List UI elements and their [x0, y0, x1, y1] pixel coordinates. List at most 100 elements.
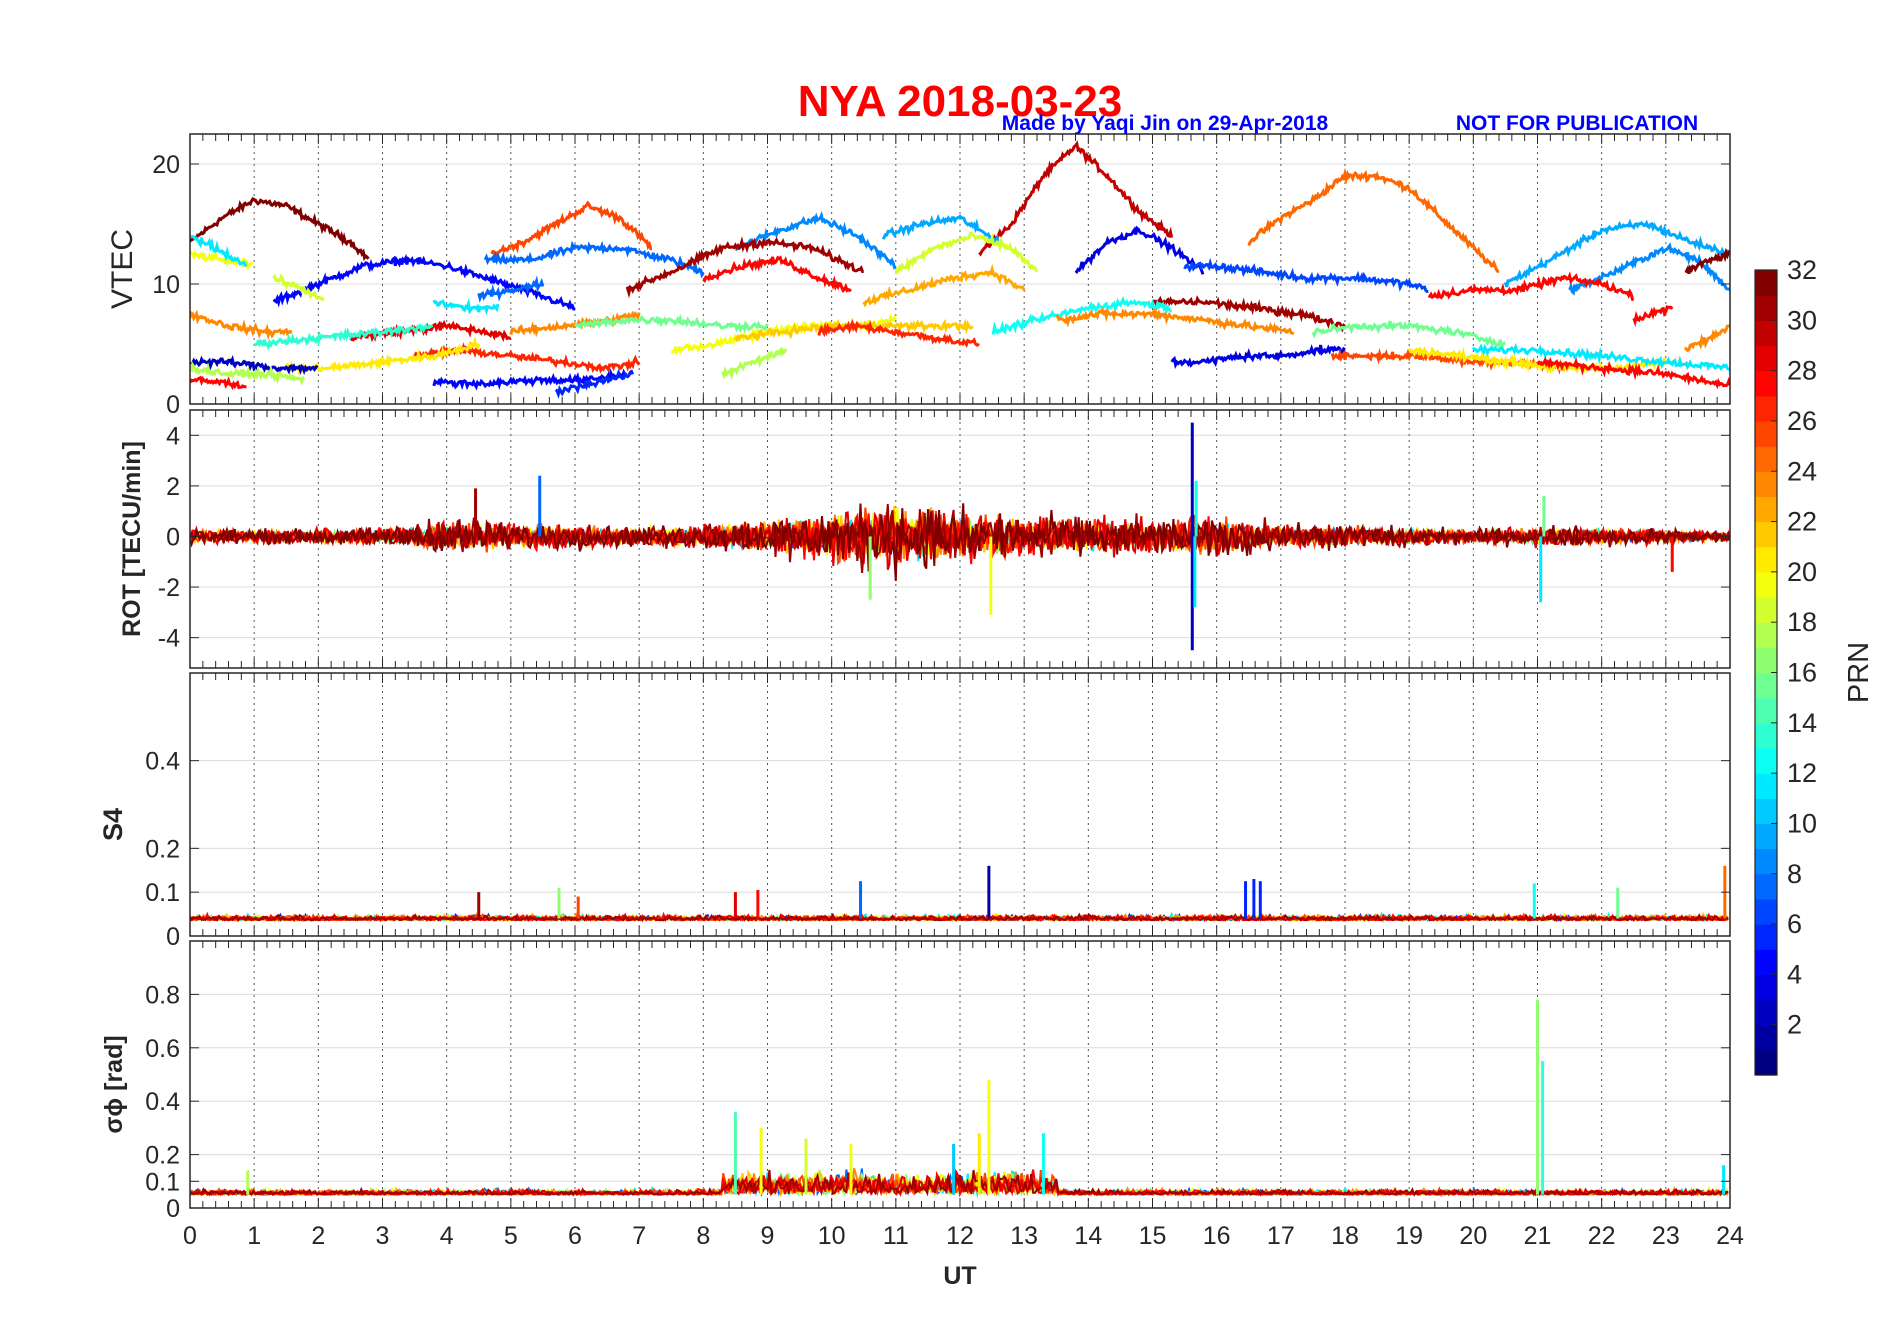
- vtec-line-prn-5: [272, 253, 576, 311]
- colorbar-segment: [1755, 446, 1777, 472]
- vtec-line-prn-20: [190, 250, 254, 270]
- colorbar-segment: [1755, 848, 1777, 875]
- y-axis-label: S4: [98, 808, 128, 841]
- colorbar-segment: [1755, 898, 1777, 925]
- y-tick-label: -4: [158, 625, 180, 653]
- vtec-line-prn-30: [978, 140, 1174, 257]
- colorbar-segment: [1755, 597, 1777, 623]
- vtec-line-prn-28: [702, 255, 852, 294]
- y-tick-label: 0.2: [145, 835, 180, 863]
- vtec-line-prn-3: [190, 354, 319, 375]
- y-tick-label: 2: [166, 473, 180, 501]
- y-tick-label: -2: [158, 574, 180, 602]
- vtec-line-prn-8: [477, 275, 545, 303]
- data-layer: [190, 865, 1729, 923]
- x-tick-label: 23: [1652, 1222, 1680, 1250]
- vtec-line-prn-13: [991, 296, 1172, 335]
- x-tick-label: 4: [440, 1222, 454, 1250]
- vtec-line-prn-9: [1568, 242, 1730, 296]
- notice-text: NOT FOR PUBLICATION: [1456, 112, 1698, 135]
- colorbar-segment: [1755, 295, 1777, 321]
- colorbar-tick-label: 6: [1787, 909, 1802, 939]
- y-tick-label: 0: [166, 923, 180, 951]
- y-axis-label: σϕ [rad]: [100, 1035, 128, 1133]
- vtec-line-prn-7: [1183, 257, 1429, 294]
- data-layer: [190, 999, 1729, 1198]
- x-tick-label: 19: [1395, 1222, 1423, 1250]
- vtec-line-prn-12: [1472, 342, 1730, 372]
- colorbar-segment: [1755, 647, 1777, 674]
- x-tick-label: 17: [1267, 1222, 1295, 1250]
- x-tick-label: 21: [1524, 1222, 1552, 1250]
- colorbar-tick-label: 4: [1787, 959, 1802, 989]
- colorbar-segment: [1755, 873, 1777, 900]
- vtec-line-prn-31: [1151, 295, 1346, 333]
- colorbar-tick-label: 10: [1787, 808, 1817, 838]
- vtec-line-prn-28: [1427, 271, 1634, 302]
- y-tick-label: 0.8: [145, 981, 180, 1009]
- colorbar-segment: [1755, 571, 1777, 598]
- vtec-line-prn-18: [721, 347, 787, 381]
- colorbar-tick-label: 20: [1787, 557, 1817, 587]
- colorbar-tick-label: 28: [1787, 356, 1817, 386]
- colorbar-label: PRN: [1843, 642, 1875, 703]
- y-tick-label: 20: [152, 151, 180, 179]
- colorbar-segment: [1755, 1024, 1777, 1051]
- colorbar-tick-label: 12: [1787, 758, 1817, 788]
- colorbar-tick-label: 8: [1787, 859, 1802, 889]
- y-tick-label: 0.4: [145, 748, 180, 776]
- vtec-line-prn-16: [1311, 320, 1506, 353]
- credit-text: Made by Yaqi Jin on 29-Apr-2018: [1002, 112, 1329, 135]
- colorbar-tick-label: 18: [1787, 607, 1817, 637]
- colorbar-tick-label: 26: [1787, 406, 1817, 436]
- vtec-line-prn-6: [554, 368, 635, 400]
- colorbar-segment: [1755, 345, 1777, 372]
- vtec-line-prn-12: [190, 234, 248, 268]
- panel-ROT: -4 -2 0 2 4 ROT [TECU/min]: [118, 409, 1731, 669]
- y-tick-label: 0.1: [145, 879, 180, 907]
- colorbar-segment: [1755, 471, 1777, 498]
- colorbar-tick-label: 24: [1787, 456, 1817, 486]
- x-tick-label: 7: [632, 1222, 646, 1250]
- colorbar-segment: [1755, 496, 1777, 523]
- vtec-line-prn-10: [1503, 218, 1730, 288]
- x-tick-label: 24: [1716, 1222, 1744, 1250]
- vtec-line-prn-9: [735, 210, 896, 270]
- colorbar-segment: [1755, 924, 1777, 950]
- vtec-line-prn-23: [862, 264, 1026, 308]
- colorbar-segment: [1755, 270, 1777, 296]
- colorbar-segment: [1755, 798, 1777, 825]
- vtec-line-prn-25: [1247, 167, 1500, 273]
- x-axis-label: UT: [943, 1262, 976, 1290]
- y-tick-label: 0: [166, 391, 180, 419]
- x-tick-label: 12: [946, 1222, 974, 1250]
- data-layer: [190, 140, 1730, 400]
- vtec-line-prn-28: [1632, 305, 1674, 327]
- vtec-line-prn-21: [284, 336, 481, 377]
- vtec-line-prn-18: [190, 360, 305, 386]
- colorbar-tick-label: 22: [1787, 507, 1817, 537]
- vtec-line-prn-14: [254, 323, 434, 351]
- x-tick-label: 8: [696, 1222, 710, 1250]
- colorbar-segment: [1755, 546, 1777, 573]
- colorbar-segment: [1755, 722, 1777, 749]
- y-tick-label: 0: [166, 1195, 180, 1223]
- colorbar-segment: [1755, 747, 1777, 774]
- x-tick-label: 10: [818, 1222, 846, 1250]
- x-tick-label: 20: [1459, 1222, 1487, 1250]
- y-tick-label: 0.2: [145, 1142, 180, 1170]
- rot-line-prn-32: [190, 503, 1730, 582]
- colorbar-segment: [1755, 823, 1777, 850]
- vtec-line-prn-24: [1683, 324, 1730, 353]
- vtec-line-prn-10: [881, 213, 1000, 246]
- colorbar-segment: [1755, 672, 1777, 699]
- x-tick-label: 14: [1074, 1222, 1102, 1250]
- colorbar-segment: [1755, 1049, 1777, 1076]
- x-tick-label: 3: [376, 1222, 390, 1250]
- y-tick-label: 10: [152, 271, 180, 299]
- y-tick-label: 0: [166, 523, 180, 551]
- colorbar-segment: [1755, 697, 1777, 724]
- y-axis-label: ROT [TECU/min]: [118, 441, 146, 637]
